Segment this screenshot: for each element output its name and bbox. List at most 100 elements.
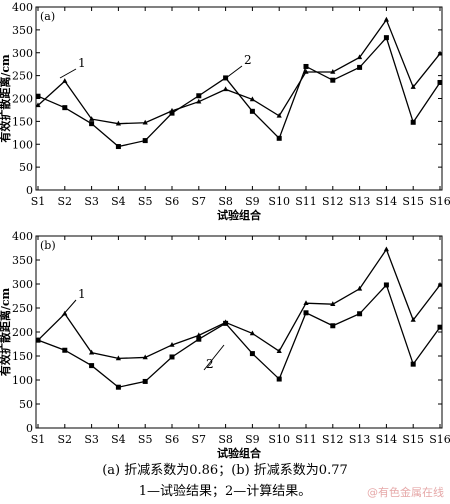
data-point-square bbox=[276, 135, 282, 141]
x-tick-label: S8 bbox=[218, 195, 233, 208]
data-point-triangle bbox=[303, 300, 309, 305]
data-point-square bbox=[383, 282, 389, 288]
data-point-square bbox=[437, 324, 443, 330]
y-axis-title: 有效扩散距离/cm bbox=[0, 54, 12, 143]
y-tick-label: 50 bbox=[19, 161, 33, 174]
data-point-square bbox=[410, 361, 416, 367]
chart-panel-a: 0 50 100 150 200 250 300 350 400 S1 S2 S3 S4 S5 S6 S7 S8… bbox=[0, 1, 450, 222]
data-point-square bbox=[142, 138, 148, 144]
data-point-triangle bbox=[196, 98, 202, 104]
data-point-square bbox=[62, 347, 68, 353]
series-line-2 bbox=[37, 36, 441, 148]
data-point-triangle bbox=[357, 54, 363, 60]
data-point-triangle bbox=[303, 68, 309, 74]
data-point-triangle bbox=[330, 68, 336, 74]
data-point-square bbox=[330, 77, 336, 83]
chart-panel-b: 0 50 100 150 200 250 300 350 400 S1 S2 S3 S4 S5 S6 S7 S8… bbox=[0, 230, 450, 460]
x-tick-label: S16 bbox=[429, 195, 450, 208]
data-point-square bbox=[196, 336, 202, 342]
data-point-triangle bbox=[223, 86, 229, 92]
x-tick-label: S7 bbox=[192, 195, 207, 208]
data-point-triangle bbox=[89, 349, 95, 355]
series-line-1 bbox=[37, 248, 441, 360]
data-point-triangle bbox=[276, 112, 282, 118]
x-tick-label: S6 bbox=[165, 195, 180, 208]
x-tick-label: S2 bbox=[58, 433, 73, 446]
y-tick-label: 400 bbox=[12, 230, 33, 243]
data-point-square bbox=[142, 378, 148, 384]
data-point-triangle bbox=[196, 332, 202, 338]
y-tick-label: 350 bbox=[12, 24, 33, 37]
x-axis-title: 试验组合 bbox=[217, 208, 262, 222]
data-point-square bbox=[330, 323, 336, 329]
data-point-square bbox=[115, 144, 121, 150]
series-label: 1 bbox=[78, 287, 86, 301]
data-point-triangle bbox=[357, 285, 363, 291]
series-label-leader bbox=[59, 68, 77, 79]
data-point-square bbox=[357, 311, 363, 317]
x-tick-label: S6 bbox=[165, 433, 180, 446]
data-point-triangle bbox=[169, 341, 175, 347]
y-tick-label: 350 bbox=[12, 254, 33, 267]
data-point-triangle bbox=[35, 102, 41, 108]
data-point-square bbox=[35, 337, 41, 343]
data-point-square bbox=[410, 119, 416, 125]
y-tick-label: 250 bbox=[12, 302, 33, 315]
data-point-triangle bbox=[115, 120, 121, 126]
data-point-triangle bbox=[437, 50, 443, 56]
x-tick-label: S7 bbox=[192, 433, 207, 446]
data-point-square bbox=[89, 363, 95, 369]
x-axis-title: 试验组合 bbox=[217, 446, 262, 460]
data-point-triangle bbox=[89, 116, 95, 121]
y-tick-label: 0 bbox=[26, 422, 33, 435]
figure-caption-line2: 1—试验结果；2—计算结果。 bbox=[138, 484, 312, 499]
series-label: 2 bbox=[244, 53, 252, 67]
data-point-square bbox=[169, 354, 175, 360]
x-tick-label: S12 bbox=[322, 195, 344, 208]
data-point-square bbox=[196, 93, 202, 99]
x-tick-label: S1 bbox=[31, 433, 46, 446]
data-point-square bbox=[249, 351, 255, 357]
y-tick-label: 0 bbox=[26, 184, 33, 197]
y-tick-label: 250 bbox=[12, 70, 33, 83]
data-point-square bbox=[303, 310, 309, 316]
series-label: 2 bbox=[206, 357, 214, 371]
y-tick-label: 300 bbox=[12, 47, 33, 60]
data-point-square bbox=[89, 121, 95, 127]
data-point-triangle bbox=[276, 348, 282, 353]
data-point-triangle bbox=[249, 330, 255, 336]
x-tick-label: S2 bbox=[58, 195, 73, 208]
panel-label: (a) bbox=[40, 10, 55, 23]
series-label-leader bbox=[225, 65, 243, 79]
data-point-square bbox=[223, 320, 229, 326]
data-point-square bbox=[303, 63, 309, 69]
y-tick-label: 150 bbox=[12, 115, 33, 128]
data-point-square bbox=[223, 75, 229, 81]
x-tick-label: S3 bbox=[84, 433, 99, 446]
data-point-square bbox=[35, 93, 41, 99]
y-axis-title: 有效扩散距离/cm bbox=[0, 287, 12, 376]
y-tick-label: 400 bbox=[12, 1, 33, 14]
x-tick-label: S1 bbox=[31, 195, 46, 208]
x-tick-label: S10 bbox=[268, 433, 290, 446]
series-label-leader bbox=[61, 299, 77, 317]
data-point-square bbox=[276, 376, 282, 382]
x-tick-label: S15 bbox=[402, 433, 424, 446]
watermark-text: @有色金属在线 bbox=[367, 486, 444, 499]
panel-label: (b) bbox=[40, 239, 56, 252]
x-tick-label: S11 bbox=[295, 433, 317, 446]
x-tick-label: S9 bbox=[245, 195, 260, 208]
x-tick-label: S13 bbox=[349, 433, 371, 446]
series-label-leader bbox=[203, 344, 225, 371]
x-tick-label: S16 bbox=[429, 433, 450, 446]
x-tick-label: S14 bbox=[376, 433, 398, 446]
y-tick-label: 200 bbox=[12, 93, 33, 106]
series-line-2 bbox=[37, 283, 441, 388]
x-tick-label: S5 bbox=[138, 433, 153, 446]
data-point-triangle bbox=[142, 119, 148, 125]
data-point-triangle bbox=[437, 281, 443, 287]
x-tick-label: S14 bbox=[376, 195, 398, 208]
series-line-1 bbox=[37, 18, 441, 125]
x-tick-label: S4 bbox=[111, 195, 126, 208]
